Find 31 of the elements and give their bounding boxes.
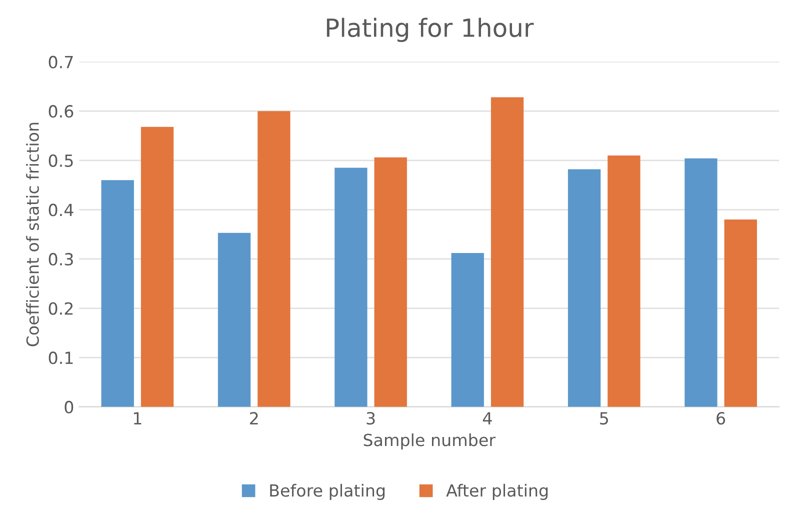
legend-label: After plating xyxy=(446,484,548,500)
bar xyxy=(568,169,601,407)
legend-label: Before plating xyxy=(270,484,385,500)
y-tick-label: 0.2 xyxy=(48,302,73,315)
x-tick-label: 3 xyxy=(366,412,375,425)
y-tick-label: 0.5 xyxy=(48,154,73,167)
x-tick-label: 5 xyxy=(600,412,608,425)
bar xyxy=(218,232,251,407)
y-axis-title: Coefficient of static friction xyxy=(26,122,39,346)
bar xyxy=(258,111,290,407)
x-tick-label: 6 xyxy=(716,412,726,425)
bar xyxy=(334,168,368,407)
bar xyxy=(724,220,757,407)
x-tick-label: 2 xyxy=(250,412,258,424)
y-tick-label: 0.4 xyxy=(48,204,74,216)
y-tick-label: 0.3 xyxy=(48,252,73,266)
y-tick-label: 0.7 xyxy=(48,56,73,68)
y-tick-label: 0.1 xyxy=(48,352,73,364)
bar xyxy=(684,158,718,407)
bar xyxy=(490,97,524,407)
y-tick-label: 0.6 xyxy=(48,105,74,118)
bar xyxy=(608,155,640,407)
x-tick-label: 1 xyxy=(134,412,142,424)
bar xyxy=(140,126,174,407)
bar xyxy=(101,180,134,407)
chart-title: Plating for 1hour xyxy=(326,18,534,42)
bar xyxy=(374,157,407,407)
x-tick-label: 4 xyxy=(482,412,492,424)
y-tick-label: 0 xyxy=(64,400,74,414)
x-axis-title: Sample number xyxy=(364,433,496,450)
bar xyxy=(451,253,484,407)
